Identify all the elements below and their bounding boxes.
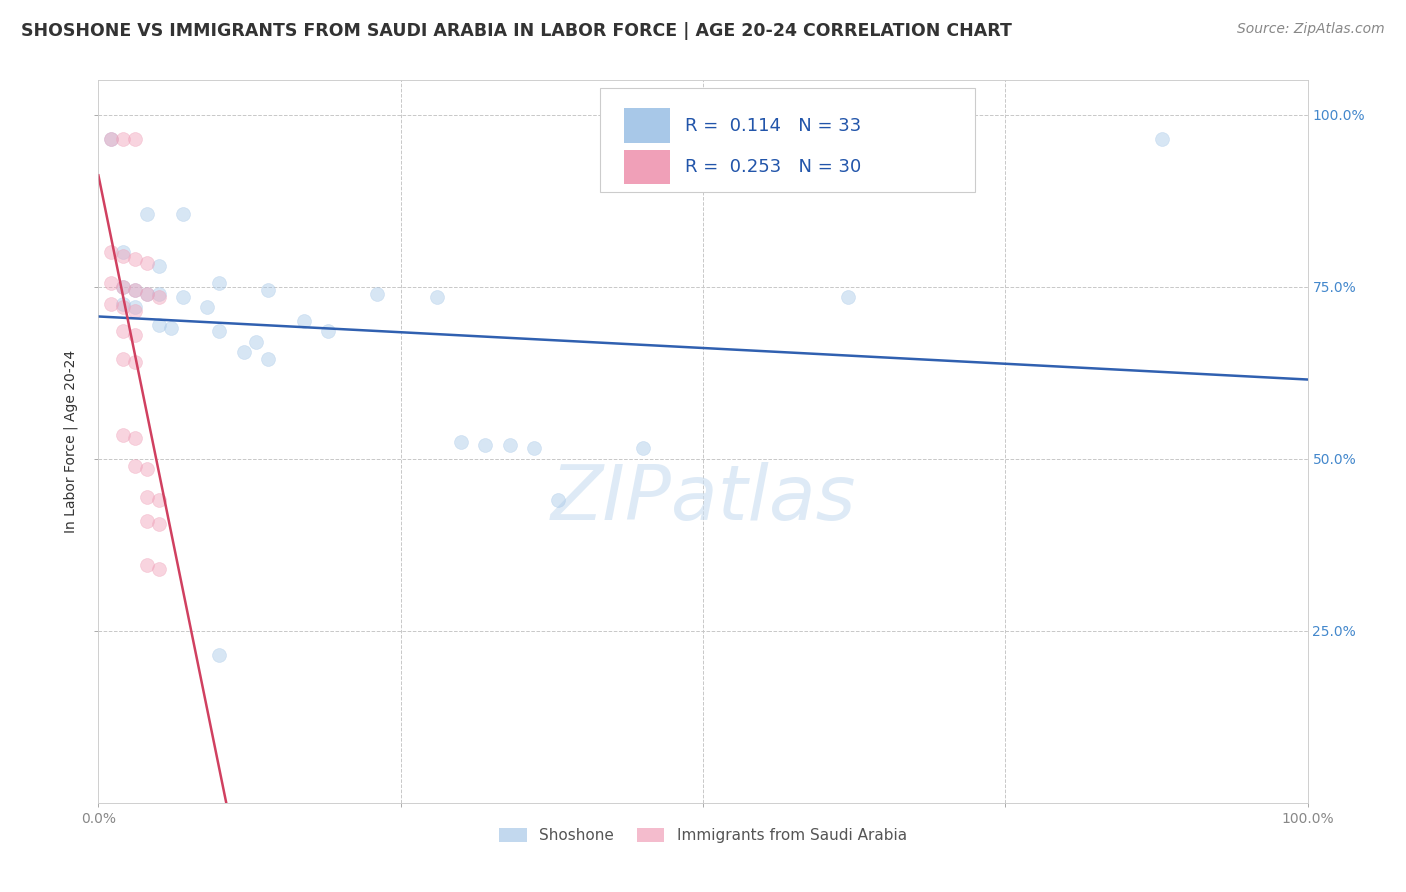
Point — [547, 493, 569, 508]
Point — [111, 132, 134, 146]
Point — [135, 286, 157, 301]
Point — [124, 431, 146, 445]
Point — [316, 325, 339, 339]
Point — [124, 252, 146, 267]
Point — [111, 279, 134, 293]
Point — [111, 301, 134, 315]
Point — [148, 286, 170, 301]
Point — [135, 207, 157, 221]
Point — [111, 279, 134, 293]
Point — [232, 345, 254, 359]
Point — [631, 442, 654, 456]
Point — [124, 283, 146, 297]
Text: R =  0.114   N = 33: R = 0.114 N = 33 — [685, 117, 860, 135]
Point — [124, 303, 146, 318]
Point — [124, 355, 146, 369]
Point — [208, 648, 231, 662]
Point — [111, 249, 134, 263]
Point — [111, 297, 134, 311]
Point — [135, 514, 157, 528]
Point — [498, 438, 520, 452]
Bar — [624, 109, 671, 143]
Point — [450, 434, 472, 449]
Point — [100, 297, 122, 311]
Point — [135, 462, 157, 476]
Text: Source: ZipAtlas.com: Source: ZipAtlas.com — [1237, 22, 1385, 37]
Point — [100, 245, 122, 260]
Point — [245, 334, 267, 349]
Point — [100, 132, 122, 146]
Point — [111, 245, 134, 260]
Point — [124, 327, 146, 342]
Point — [426, 290, 449, 304]
Point — [208, 325, 231, 339]
Text: R =  0.253   N = 30: R = 0.253 N = 30 — [685, 158, 860, 176]
Point — [195, 301, 218, 315]
Point — [100, 132, 122, 146]
Point — [111, 325, 134, 339]
Point — [160, 321, 183, 335]
Point — [1152, 132, 1174, 146]
Point — [135, 558, 157, 573]
Point — [148, 318, 170, 332]
Point — [111, 427, 134, 442]
Text: SHOSHONE VS IMMIGRANTS FROM SAUDI ARABIA IN LABOR FORCE | AGE 20-24 CORRELATION : SHOSHONE VS IMMIGRANTS FROM SAUDI ARABIA… — [21, 22, 1012, 40]
Point — [148, 493, 170, 508]
Point — [135, 255, 157, 269]
Point — [474, 438, 496, 452]
Point — [292, 314, 315, 328]
Point — [208, 277, 231, 291]
Point — [111, 351, 134, 366]
Point — [172, 290, 194, 304]
Point — [256, 283, 278, 297]
Point — [135, 286, 157, 301]
Point — [148, 259, 170, 273]
Y-axis label: In Labor Force | Age 20-24: In Labor Force | Age 20-24 — [63, 350, 79, 533]
Point — [256, 351, 278, 366]
Legend: Shoshone, Immigrants from Saudi Arabia: Shoshone, Immigrants from Saudi Arabia — [494, 822, 912, 849]
Point — [148, 517, 170, 532]
Text: ZIPatlas: ZIPatlas — [550, 462, 856, 536]
Point — [124, 283, 146, 297]
Point — [172, 207, 194, 221]
FancyBboxPatch shape — [600, 87, 976, 193]
Point — [124, 132, 146, 146]
Point — [837, 290, 859, 304]
Point — [148, 562, 170, 576]
Point — [135, 490, 157, 504]
Point — [148, 290, 170, 304]
Point — [124, 458, 146, 473]
Bar — [624, 150, 671, 185]
Point — [124, 301, 146, 315]
Point — [366, 286, 388, 301]
Point — [523, 442, 546, 456]
Point — [100, 277, 122, 291]
